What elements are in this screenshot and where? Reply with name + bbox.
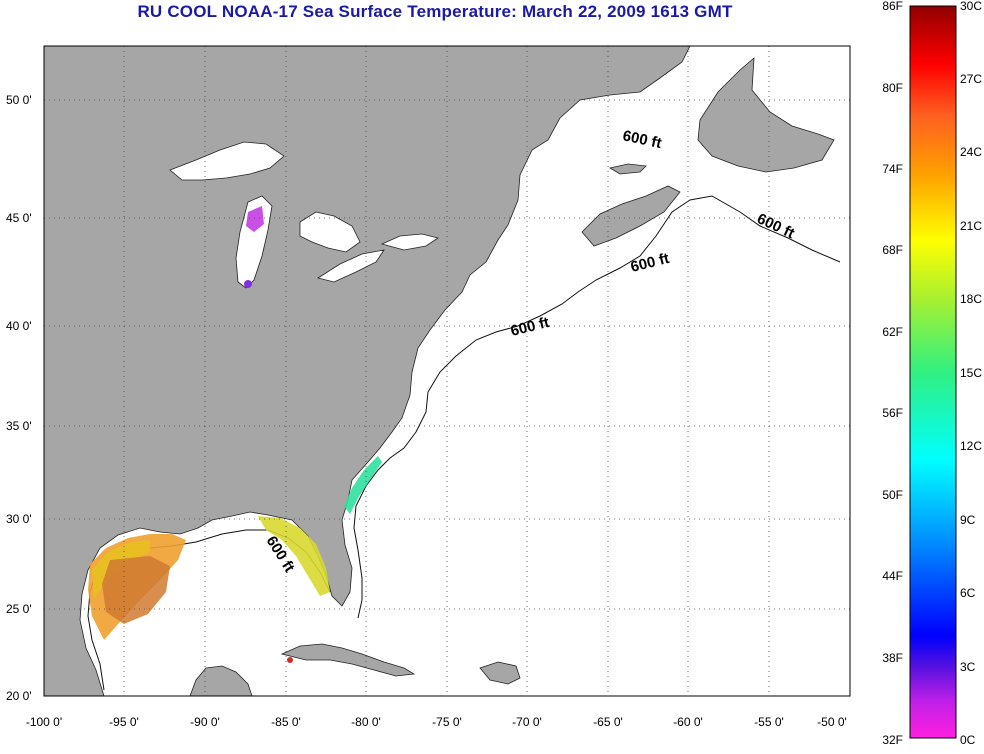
isobath-600ft-atlantic bbox=[353, 195, 841, 619]
colorbar-c-label: 3C bbox=[960, 660, 976, 674]
lon-tick-label: -65 0' bbox=[593, 715, 623, 729]
colorbar-f-label: 80F bbox=[882, 81, 903, 95]
lat-tick-label: 35 0' bbox=[6, 419, 32, 433]
colorbar-f-label: 56F bbox=[882, 406, 903, 420]
colorbar-f-label: 74F bbox=[882, 162, 903, 176]
lat-tick-label: 45 0' bbox=[6, 211, 32, 225]
lon-tick-label: -75 0' bbox=[432, 715, 462, 729]
lon-tick-label: -90 0' bbox=[190, 715, 220, 729]
lon-tick-label: -55 0' bbox=[754, 715, 784, 729]
colorbar-f-label: 32F bbox=[882, 733, 903, 747]
lon-tick-label: -70 0' bbox=[512, 715, 542, 729]
graticule bbox=[44, 46, 850, 696]
sst-gulf-stream bbox=[344, 456, 382, 514]
lon-tick-label: -95 0' bbox=[109, 715, 139, 729]
colorbar-c-label: 24C bbox=[960, 145, 982, 159]
great-lakes bbox=[169, 141, 439, 289]
colorbar-c-label: 30C bbox=[960, 0, 982, 13]
colorbar-c-label: 12C bbox=[960, 439, 982, 453]
sst-gulf-yellow bbox=[92, 540, 150, 600]
colorbar-c-label: 0C bbox=[960, 733, 976, 747]
lon-tick-label: -60 0' bbox=[673, 715, 703, 729]
lat-tick-label: 20 0' bbox=[6, 689, 32, 703]
lat-tick-label: 25 0' bbox=[6, 602, 32, 616]
colorbar-c-label: 21C bbox=[960, 219, 982, 233]
colorbar-f-label: 86F bbox=[882, 0, 903, 13]
lon-tick-label: -50 0' bbox=[817, 715, 847, 729]
sst-florida-shelf bbox=[258, 516, 330, 596]
newfoundland-land bbox=[697, 57, 835, 173]
lon-tick-label: -85 0' bbox=[271, 715, 301, 729]
colorbar-f-label: 38F bbox=[882, 651, 903, 665]
colorbar-c-label: 9C bbox=[960, 513, 976, 527]
colorbar-c-label: 27C bbox=[960, 72, 982, 86]
colorbar-f-label: 68F bbox=[882, 243, 903, 257]
colorbar-c-label: 18C bbox=[960, 292, 982, 306]
colorbar-c-label: 6C bbox=[960, 586, 976, 600]
sst-gulf-brown bbox=[102, 556, 170, 624]
map-frame bbox=[43, 45, 851, 697]
map-title: RU COOL NOAA-17 Sea Surface Temperature:… bbox=[137, 2, 733, 21]
north-america-land bbox=[44, 46, 691, 696]
colorbar-f-label: 44F bbox=[882, 569, 903, 583]
colorbar-c-label: 15C bbox=[960, 366, 982, 380]
sst-lake-michigan bbox=[246, 206, 264, 232]
lat-tick-label: 40 0' bbox=[6, 319, 32, 333]
yucatan-land bbox=[189, 665, 253, 696]
lat-tick-label: 30 0' bbox=[6, 512, 32, 526]
colorbar-f-label: 50F bbox=[882, 488, 903, 502]
nova-scotia-land bbox=[581, 185, 681, 247]
lon-tick-label: -80 0' bbox=[351, 715, 381, 729]
colorbar-f-label: 62F bbox=[882, 325, 903, 339]
lat-tick-label: 50 0' bbox=[6, 93, 32, 107]
colorbar bbox=[909, 5, 957, 739]
cuba-land bbox=[280, 643, 416, 677]
lon-tick-label: -100 0' bbox=[26, 715, 62, 729]
anticosti-land bbox=[608, 163, 647, 175]
hispaniola-land bbox=[479, 661, 521, 685]
